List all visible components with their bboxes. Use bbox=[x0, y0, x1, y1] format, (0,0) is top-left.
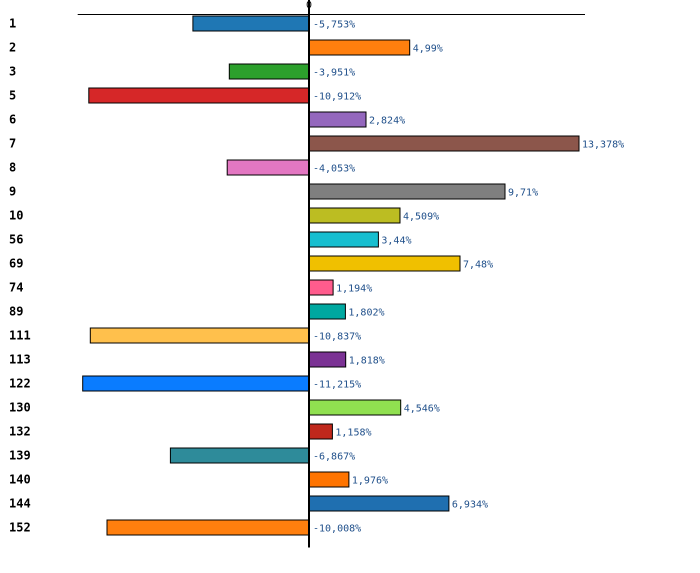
category-label-69: 69 bbox=[9, 257, 23, 271]
value-label-8: -4,053% bbox=[313, 164, 355, 175]
value-label-9: 9,71% bbox=[508, 188, 538, 199]
bar-132 bbox=[308, 423, 333, 440]
value-label-74: 1,194% bbox=[336, 284, 372, 295]
bar-2 bbox=[308, 39, 411, 56]
value-label-56: 3,44% bbox=[381, 236, 411, 247]
value-label-111: -10,837% bbox=[313, 332, 361, 343]
bar-9 bbox=[308, 183, 506, 200]
bar-6 bbox=[308, 111, 367, 128]
category-label-122: 122 bbox=[9, 377, 31, 391]
bar-3 bbox=[228, 63, 310, 80]
value-label-7: 13,378% bbox=[582, 140, 624, 151]
category-label-89: 89 bbox=[9, 305, 23, 319]
category-label-130: 130 bbox=[9, 401, 31, 415]
value-label-139: -6,867% bbox=[313, 452, 355, 463]
bar-1 bbox=[192, 15, 310, 32]
category-label-3: 3 bbox=[9, 65, 16, 79]
category-label-6: 6 bbox=[9, 113, 16, 127]
value-label-113: 1,818% bbox=[349, 356, 385, 367]
category-label-132: 132 bbox=[9, 425, 31, 439]
category-label-10: 10 bbox=[9, 209, 23, 223]
value-label-10: 4,509% bbox=[403, 212, 439, 223]
bar-5 bbox=[88, 87, 310, 104]
category-label-9: 9 bbox=[9, 185, 16, 199]
category-label-139: 139 bbox=[9, 449, 31, 463]
value-label-3: -3,951% bbox=[313, 68, 355, 79]
category-label-7: 7 bbox=[9, 137, 16, 151]
bar-56 bbox=[308, 231, 379, 248]
category-label-111: 111 bbox=[9, 329, 31, 343]
bar-139 bbox=[169, 447, 310, 464]
bar-74 bbox=[308, 279, 334, 296]
value-label-152: -10,008% bbox=[313, 524, 361, 535]
bar-89 bbox=[308, 303, 346, 320]
value-label-5: -10,912% bbox=[313, 92, 361, 103]
value-label-69: 7,48% bbox=[463, 260, 493, 271]
value-label-132: 1,158% bbox=[335, 428, 371, 439]
bar-130 bbox=[308, 399, 402, 416]
value-label-89: 1,802% bbox=[348, 308, 384, 319]
category-label-74: 74 bbox=[9, 281, 23, 295]
value-label-122: -11,215% bbox=[313, 380, 361, 391]
category-label-5: 5 bbox=[9, 89, 16, 103]
category-label-152: 152 bbox=[9, 521, 31, 535]
bar-113 bbox=[308, 351, 347, 368]
value-label-140: 1,976% bbox=[352, 476, 388, 487]
bar-69 bbox=[308, 255, 461, 272]
category-label-1: 1 bbox=[9, 17, 16, 31]
bar-140 bbox=[308, 471, 350, 488]
bar-8 bbox=[226, 159, 310, 176]
bar-122 bbox=[82, 375, 310, 392]
bar-144 bbox=[308, 495, 450, 512]
value-label-1: -5,753% bbox=[313, 20, 355, 31]
category-label-113: 113 bbox=[9, 353, 31, 367]
value-label-6: 2,824% bbox=[369, 116, 405, 127]
category-label-144: 144 bbox=[9, 497, 31, 511]
value-labels-group: -5,753% 4,99% -3,951% -10,912% 2,824% 13,378%… bbox=[313, 20, 624, 535]
category-label-56: 56 bbox=[9, 233, 23, 247]
bar-10 bbox=[308, 207, 401, 224]
value-label-130: 4,546% bbox=[404, 404, 440, 415]
bar-111 bbox=[89, 327, 310, 344]
category-label-2: 2 bbox=[9, 41, 16, 55]
category-label-8: 8 bbox=[9, 161, 16, 175]
value-label-144: 6,934% bbox=[452, 500, 488, 511]
bar-152 bbox=[106, 519, 310, 536]
category-labels-group: 1235678910566974891111131221301321391401… bbox=[9, 17, 31, 535]
category-label-140: 140 bbox=[9, 473, 31, 487]
value-label-2: 4,99% bbox=[413, 44, 443, 55]
bar-7 bbox=[308, 135, 580, 152]
